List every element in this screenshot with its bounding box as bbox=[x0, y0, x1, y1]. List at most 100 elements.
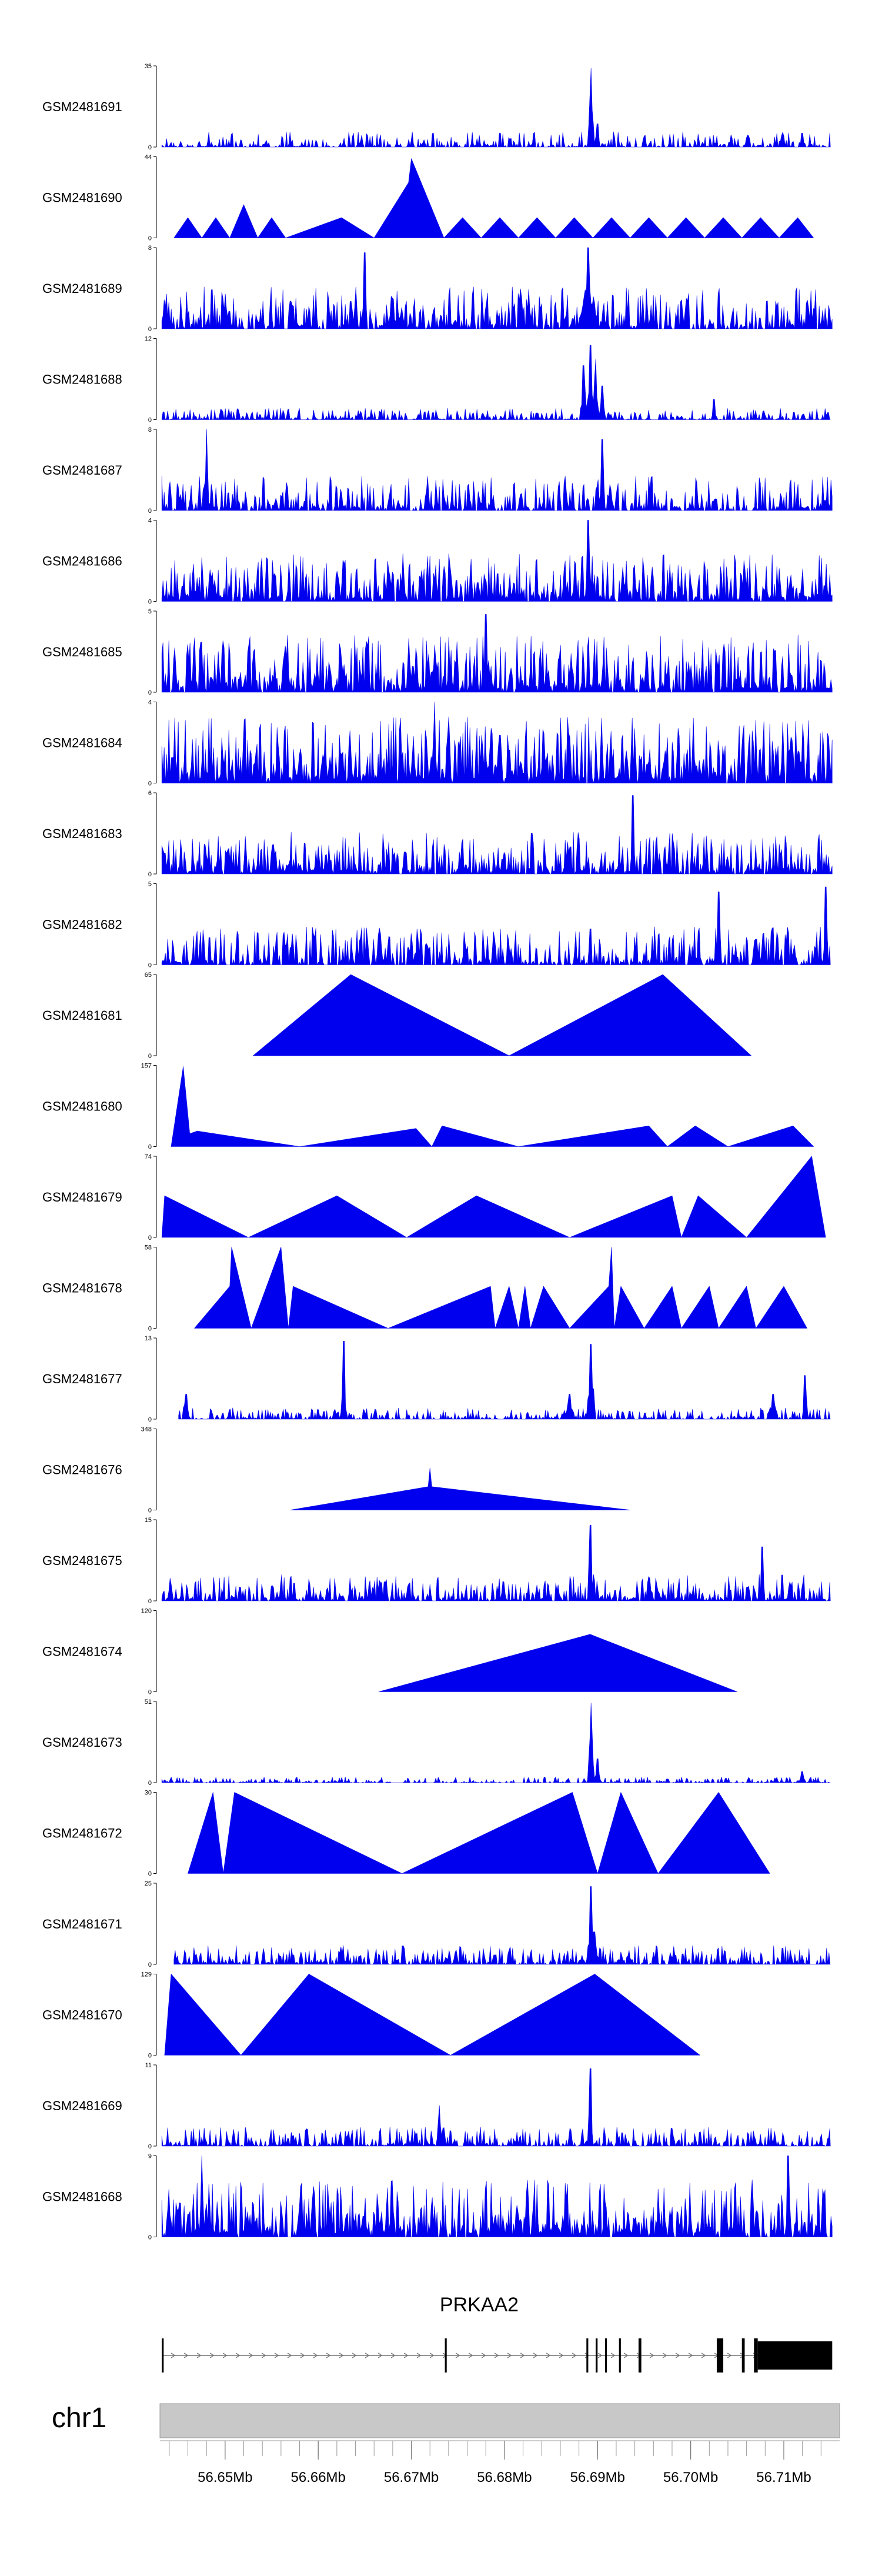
y-axis-max-label: 9 bbox=[148, 2153, 152, 2160]
strand-arrow bbox=[352, 2353, 357, 2358]
track-label: GSM2481683 bbox=[42, 826, 122, 841]
track-GSM2481669: GSM2481669 11 0 bbox=[42, 2062, 831, 2150]
track-label: GSM2481682 bbox=[42, 917, 122, 932]
strand-arrow bbox=[572, 2353, 577, 2358]
y-axis-max-label: 8 bbox=[148, 245, 152, 252]
signal-area bbox=[161, 1524, 831, 1601]
track-label: GSM2481671 bbox=[42, 1917, 122, 1931]
strand-arrow bbox=[559, 2353, 564, 2358]
strand-arrow bbox=[171, 2353, 176, 2358]
y-axis-zero-label: 0 bbox=[148, 235, 152, 242]
strand-arrow bbox=[313, 2353, 318, 2358]
signal-area bbox=[161, 520, 833, 602]
y-axis-zero-label: 0 bbox=[148, 1689, 152, 1696]
track-GSM2481682: GSM2481682 5 0 bbox=[42, 881, 831, 969]
y-axis-max-label: 4 bbox=[148, 699, 152, 706]
track-label: GSM2481669 bbox=[42, 2098, 122, 2113]
signal-area bbox=[173, 1886, 831, 1965]
strand-arrow bbox=[326, 2353, 331, 2358]
track-GSM2481691: GSM2481691 35 0 bbox=[42, 63, 831, 151]
track-label: GSM2481670 bbox=[42, 2008, 122, 2023]
signal-area bbox=[253, 974, 751, 1056]
strand-arrow bbox=[365, 2353, 370, 2358]
strand-arrow bbox=[339, 2353, 344, 2358]
signal-area bbox=[164, 1974, 700, 2056]
strand-arrow bbox=[287, 2353, 292, 2358]
track-GSM2481670: GSM2481670 129 0 bbox=[42, 1971, 700, 2060]
track-label: GSM2481675 bbox=[42, 1553, 122, 1568]
strand-arrow bbox=[701, 2353, 706, 2358]
signal-area bbox=[161, 247, 833, 329]
y-axis-max-label: 12 bbox=[145, 336, 152, 343]
signal-area bbox=[161, 345, 831, 420]
chromosome-ideogram-bar bbox=[159, 2403, 840, 2438]
track-GSM2481676: GSM2481676 348 0 bbox=[42, 1426, 630, 1514]
track-label: GSM2481672 bbox=[42, 1826, 122, 1841]
strand-arrow bbox=[494, 2353, 499, 2358]
y-axis-zero-label: 0 bbox=[148, 1598, 152, 1605]
y-axis-max-label: 5 bbox=[148, 608, 152, 615]
gene-exon bbox=[596, 2338, 598, 2373]
signal-area bbox=[161, 702, 833, 783]
x-axis-tick-label: 56.70Mb bbox=[663, 2470, 718, 2485]
gene-exon bbox=[445, 2338, 447, 2373]
y-axis-zero-label: 0 bbox=[148, 1053, 152, 1060]
track-label: GSM2481674 bbox=[42, 1644, 122, 1659]
gene-name-label: PRKAA2 bbox=[440, 2294, 519, 2316]
y-axis-max-label: 5 bbox=[148, 881, 152, 888]
y-axis-max-label: 15 bbox=[145, 1517, 152, 1524]
track-GSM2481672: GSM2481672 30 0 bbox=[42, 1790, 770, 1878]
track-label: GSM2481690 bbox=[42, 191, 122, 205]
signal-area bbox=[161, 1703, 831, 1783]
track-GSM2481674: GSM2481674 120 0 bbox=[42, 1608, 738, 1696]
y-axis-zero-label: 0 bbox=[148, 780, 152, 788]
strand-arrow bbox=[222, 2353, 228, 2358]
gene-track: PRKAA2 bbox=[162, 2294, 833, 2373]
strand-arrow bbox=[688, 2353, 693, 2358]
track-label: GSM2481673 bbox=[42, 1735, 122, 1750]
track-label: GSM2481681 bbox=[42, 1008, 122, 1023]
y-axis-max-label: 25 bbox=[145, 1880, 152, 1887]
strand-arrow bbox=[610, 2353, 616, 2358]
y-axis-zero-label: 0 bbox=[148, 1326, 152, 1333]
strand-arrow bbox=[468, 2353, 473, 2358]
track-label: GSM2481668 bbox=[42, 2190, 122, 2204]
y-axis-zero-label: 0 bbox=[148, 508, 152, 515]
track-GSM2481688: GSM2481688 12 0 bbox=[42, 336, 831, 424]
signal-area bbox=[161, 2155, 833, 2237]
strand-arrow bbox=[455, 2353, 460, 2358]
strand-arrow bbox=[507, 2353, 512, 2358]
y-axis-max-label: 4 bbox=[148, 518, 152, 525]
y-axis-max-label: 65 bbox=[145, 972, 152, 979]
signal-area bbox=[290, 1467, 630, 1510]
track-label: GSM2481691 bbox=[42, 99, 122, 114]
y-axis-zero-label: 0 bbox=[148, 2234, 152, 2241]
y-axis-max-label: 129 bbox=[141, 1971, 152, 1978]
strand-arrow bbox=[520, 2353, 525, 2358]
gene-exon bbox=[638, 2338, 642, 2373]
y-axis-max-label: 120 bbox=[141, 1608, 152, 1615]
y-axis-max-label: 157 bbox=[141, 1063, 152, 1070]
signal-area bbox=[178, 1341, 831, 1420]
y-axis-zero-label: 0 bbox=[148, 689, 152, 696]
track-GSM2481686: GSM2481686 4 0 bbox=[42, 518, 833, 606]
x-axis-tick-label: 56.65Mb bbox=[198, 2470, 252, 2485]
gene-exon bbox=[754, 2338, 758, 2373]
track-GSM2481683: GSM2481683 6 0 bbox=[42, 790, 833, 878]
y-axis-zero-label: 0 bbox=[148, 2143, 152, 2150]
y-axis-zero-label: 0 bbox=[148, 599, 152, 606]
y-axis-zero-label: 0 bbox=[148, 1961, 152, 1968]
gene-exon bbox=[604, 2338, 607, 2373]
strand-arrow bbox=[183, 2353, 189, 2358]
track-label: GSM2481677 bbox=[42, 1372, 122, 1386]
y-axis-max-label: 30 bbox=[145, 1790, 152, 1797]
y-axis-zero-label: 0 bbox=[148, 326, 152, 333]
track-label: GSM2481678 bbox=[42, 1281, 122, 1296]
track-GSM2481690: GSM2481690 44 0 bbox=[42, 154, 814, 242]
strand-arrow bbox=[416, 2353, 422, 2358]
track-GSM2481680: GSM2481680 157 0 bbox=[42, 1063, 814, 1151]
strand-arrow bbox=[403, 2353, 409, 2358]
y-axis-max-label: 58 bbox=[145, 1244, 152, 1252]
track-GSM2481684: GSM2481684 4 0 bbox=[42, 699, 833, 788]
strand-arrow bbox=[261, 2353, 266, 2358]
